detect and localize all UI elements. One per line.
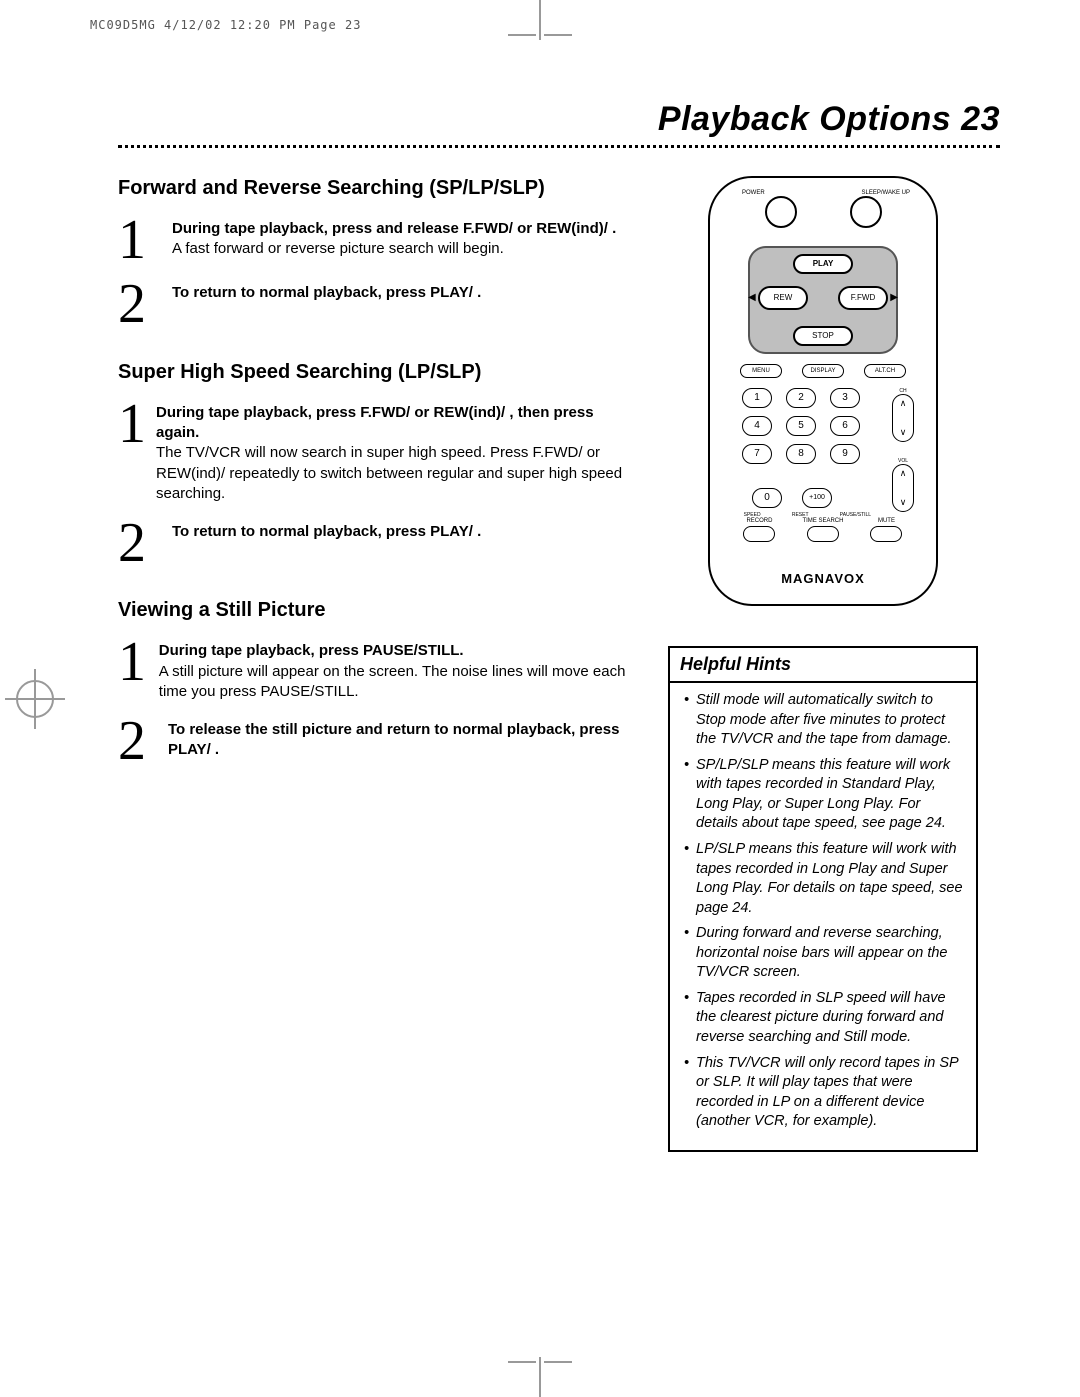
timesearch-button[interactable] (807, 526, 839, 542)
hint-item: Tapes recorded in SLP speed will have th… (684, 989, 964, 1048)
menu-button[interactable]: MENU (740, 364, 782, 378)
step-1-1: 1 During tape playback, press and releas… (118, 215, 628, 265)
ch-rocker[interactable]: ∧∨ (892, 394, 914, 442)
step-1-2: 2 To return to normal playback, press PL… (118, 279, 628, 329)
transport-pad: PLAY ◀ REW F.FWD ▶ STOP (748, 246, 898, 354)
record-button[interactable] (743, 526, 775, 542)
page-content: Playback Options 23 Forward and Reverse … (118, 100, 1000, 1152)
step-number: 2 (118, 716, 158, 766)
crop-mark-bottom (539, 1357, 541, 1397)
key-3[interactable]: 3 (830, 388, 860, 408)
step-number: 2 (118, 518, 162, 568)
left-arrow-icon: ◀ (748, 292, 756, 303)
step-bold: During tape playback, press and release … (172, 220, 616, 237)
hints-list: Still mode will automatically switch to … (670, 683, 976, 1150)
key-7[interactable]: 7 (742, 444, 772, 464)
key-0[interactable]: 0 (752, 488, 782, 508)
key-5[interactable]: 5 (786, 416, 816, 436)
right-column: POWER SLEEP/WAKE UP PLAY ◀ REW F.FWD ▶ S… (668, 166, 978, 1152)
vol-label: VOL (892, 458, 914, 464)
instructions-column: Forward and Reverse Searching (SP/LP/SLP… (118, 166, 628, 1152)
title-text: Playback Options (658, 100, 951, 138)
power-button[interactable] (765, 196, 797, 228)
step-body: During tape playback, press and release … (172, 215, 616, 265)
hints-title: Helpful Hints (670, 648, 976, 683)
key-9[interactable]: 9 (830, 444, 860, 464)
step-3-1: 1 During tape playback, press PAUSE/STIL… (118, 637, 628, 702)
remote-illustration: POWER SLEEP/WAKE UP PLAY ◀ REW F.FWD ▶ S… (708, 176, 938, 606)
hint-item: This TV/VCR will only record tapes in SP… (684, 1054, 964, 1132)
step-3-2: 2 To release the still picture and retur… (118, 716, 628, 766)
step-bold: To return to normal playback, press PLAY… (172, 284, 481, 301)
section-title-2: Super High Speed Searching (LP/SLP) (118, 360, 628, 385)
ch-label: CH (892, 388, 914, 394)
play-button[interactable]: PLAY (793, 254, 853, 274)
stop-button[interactable]: STOP (793, 326, 853, 346)
key-1[interactable]: 1 (742, 388, 772, 408)
hint-item: LP/SLP means this feature will work with… (684, 840, 964, 918)
page-number: 23 (961, 100, 1000, 138)
dotted-rule (118, 145, 1000, 148)
hint-item: Still mode will automatically switch to … (684, 691, 964, 750)
crop-mark-left (5, 669, 65, 729)
mute-button[interactable] (870, 526, 902, 542)
step-number: 1 (118, 399, 146, 504)
crop-mark-top (539, 0, 541, 40)
step-2-2: 2 To return to normal playback, press PL… (118, 518, 628, 568)
sleep-button[interactable] (850, 196, 882, 228)
step-bold: During tape playback, press PAUSE/STILL. (159, 642, 464, 659)
key-8[interactable]: 8 (786, 444, 816, 464)
step-number: 1 (118, 637, 149, 702)
key-plus100[interactable]: +100 (802, 488, 832, 508)
step-bold: To return to normal playback, press PLAY… (172, 523, 481, 540)
step-text: A still picture will appear on the scree… (159, 663, 626, 700)
mute-label: MUTE (878, 518, 895, 524)
step-number: 1 (118, 215, 162, 265)
brand-label: MAGNAVOX (710, 571, 936, 586)
right-arrow-icon: ▶ (890, 292, 898, 303)
step-2-1: 1 During tape playback, press F.FWD/ or … (118, 399, 628, 504)
rew-button[interactable]: REW (758, 286, 808, 310)
key-2[interactable]: 2 (786, 388, 816, 408)
helpful-hints-box: Helpful Hints Still mode will automatica… (668, 646, 978, 1152)
step-body: During tape playback, press PAUSE/STILL.… (159, 637, 628, 702)
key-4[interactable]: 4 (742, 416, 772, 436)
step-bold: To release the still picture and return … (168, 721, 620, 758)
step-bold: During tape playback, press F.FWD/ or RE… (156, 404, 594, 441)
altch-button[interactable]: ALT.CH (864, 364, 906, 378)
timesearch-label: TIME SEARCH (802, 518, 843, 524)
section-title-3: Viewing a Still Picture (118, 598, 628, 623)
step-text: A fast forward or reverse picture search… (172, 240, 504, 257)
key-6[interactable]: 6 (830, 416, 860, 436)
page-title: Playback Options 23 (118, 100, 1000, 139)
step-body: To return to normal playback, press PLAY… (172, 518, 481, 568)
step-number: 2 (118, 279, 162, 329)
keypad: 1 2 3 4 5 6 7 8 9 (742, 388, 860, 464)
step-body: To return to normal playback, press PLAY… (172, 279, 481, 329)
ffwd-button[interactable]: F.FWD (838, 286, 888, 310)
hint-item: SP/LP/SLP means this feature will work w… (684, 756, 964, 834)
hint-item: During forward and reverse searching, ho… (684, 924, 964, 983)
display-button[interactable]: DISPLAY (802, 364, 844, 378)
print-header: MC09D5MG 4/12/02 12:20 PM Page 23 (90, 18, 361, 32)
vol-rocker[interactable]: ∧∨ (892, 464, 914, 512)
step-text: The TV/VCR will now search in super high… (156, 444, 622, 502)
section-title-1: Forward and Reverse Searching (SP/LP/SLP… (118, 176, 628, 201)
step-body: To release the still picture and return … (168, 716, 628, 766)
record-label: RECORD (746, 518, 772, 524)
step-body: During tape playback, press F.FWD/ or RE… (156, 399, 628, 504)
